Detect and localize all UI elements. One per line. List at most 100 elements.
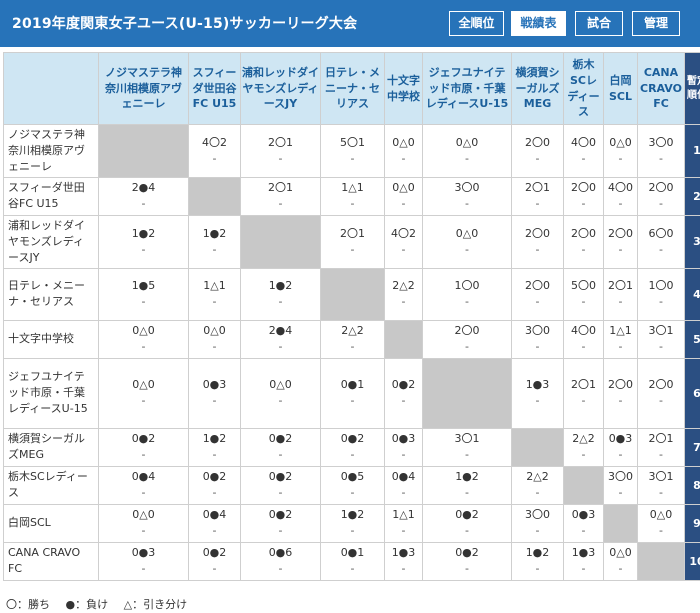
match-result-cell[interactable]: 1●3 - <box>563 541 604 581</box>
match-result-cell[interactable]: 0●6 - <box>240 541 321 581</box>
match-result-cell[interactable]: 0△0 - <box>637 503 685 543</box>
match-result-cell[interactable]: 4〇0 - <box>603 176 638 216</box>
match-result-cell[interactable]: 0●2 - <box>98 427 189 467</box>
match-result-cell[interactable]: 1●5 - <box>98 267 189 321</box>
match-result-cell[interactable]: 2〇1 - <box>240 176 321 216</box>
match-result-cell[interactable]: 1△1 - <box>320 176 385 216</box>
row-team-name[interactable]: 十文字中学校 <box>3 319 99 359</box>
match-result-cell[interactable]: 2〇0 - <box>637 176 685 216</box>
match-result-cell[interactable]: 0●1 - <box>320 357 385 429</box>
match-result-cell[interactable]: 1●2 - <box>98 214 189 269</box>
match-result-cell[interactable]: 2〇1 - <box>563 357 604 429</box>
match-result-cell[interactable]: 0●2 - <box>384 357 423 429</box>
match-result-cell[interactable]: 0●4 - <box>98 465 189 505</box>
match-result-cell[interactable]: 2〇1 - <box>511 176 564 216</box>
match-result-cell[interactable]: 3〇0 - <box>637 124 685 178</box>
match-result-cell[interactable]: 0●3 - <box>98 541 189 581</box>
match-result-cell[interactable]: 1〇0 - <box>422 267 512 321</box>
match-result-cell[interactable]: 0●4 - <box>384 465 423 505</box>
match-result-cell[interactable]: 2〇0 - <box>511 267 564 321</box>
match-result-cell[interactable]: 1●2 - <box>511 541 564 581</box>
row-team-name[interactable]: ジェフユナイテッド市原・千葉レディースU-15 <box>3 357 99 429</box>
row-team-name[interactable]: 栃木SCレディース <box>3 465 99 505</box>
match-result-cell[interactable]: 1●2 - <box>188 214 241 269</box>
match-result-cell[interactable]: 2〇0 - <box>603 214 638 269</box>
match-result-cell[interactable]: 2△2 - <box>320 319 385 359</box>
match-result-cell[interactable]: 0●3 - <box>188 357 241 429</box>
match-result-cell[interactable]: 3〇0 - <box>511 319 564 359</box>
match-result-cell[interactable]: 3〇0 - <box>511 503 564 543</box>
match-result-cell[interactable]: 0●2 - <box>422 541 512 581</box>
match-result-cell[interactable]: 0●3 - <box>563 503 604 543</box>
match-result-cell[interactable]: 2〇1 - <box>637 427 685 467</box>
match-result-cell[interactable]: 0●3 - <box>384 427 423 467</box>
match-result-cell[interactable]: 2●4 - <box>240 319 321 359</box>
match-result-cell[interactable]: 0●4 - <box>188 503 241 543</box>
tab-admin[interactable]: 管理 <box>632 11 680 36</box>
match-result-cell[interactable]: 0●5 - <box>320 465 385 505</box>
match-result-cell[interactable]: 2〇1 - <box>603 267 638 321</box>
match-result-cell[interactable]: 5〇0 - <box>563 267 604 321</box>
row-team-name[interactable]: ノジマステラ神奈川相模原アヴェニーレ <box>3 124 99 178</box>
match-result-cell[interactable]: 1●3 - <box>384 541 423 581</box>
row-team-name[interactable]: 日テレ・メニーナ・セリアス <box>3 267 99 321</box>
match-result-cell[interactable]: 0△0 - <box>240 357 321 429</box>
match-result-cell[interactable]: 4〇0 - <box>563 319 604 359</box>
match-result-cell[interactable]: 6〇0 - <box>637 214 685 269</box>
match-result-cell[interactable]: 4〇0 - <box>563 124 604 178</box>
match-result-cell[interactable]: 1●2 - <box>188 427 241 467</box>
match-result-cell[interactable]: 0△0 - <box>384 124 423 178</box>
row-team-name[interactable]: 浦和レッドダイヤモンズレディースJY <box>3 214 99 269</box>
match-result-cell[interactable]: 3〇1 - <box>422 427 512 467</box>
match-result-cell[interactable]: 0●2 - <box>422 503 512 543</box>
match-result-cell[interactable]: 2〇0 - <box>603 357 638 429</box>
match-result-cell[interactable]: 2△2 - <box>563 427 604 467</box>
match-result-cell[interactable]: 0△0 - <box>188 319 241 359</box>
match-result-cell[interactable]: 4〇2 - <box>384 214 423 269</box>
match-result-cell[interactable]: 0●2 - <box>240 503 321 543</box>
match-result-cell[interactable]: 3〇0 - <box>603 465 638 505</box>
match-result-cell[interactable]: 2〇0 - <box>422 319 512 359</box>
match-result-cell[interactable]: 2△2 - <box>511 465 564 505</box>
match-result-cell[interactable]: 0△0 - <box>603 541 638 581</box>
match-result-cell[interactable]: 0△0 - <box>384 176 423 216</box>
match-result-cell[interactable]: 0●2 - <box>240 427 321 467</box>
match-result-cell[interactable]: 2△2 - <box>384 267 423 321</box>
match-result-cell[interactable]: 0△0 - <box>422 124 512 178</box>
match-result-cell[interactable]: 1●2 - <box>422 465 512 505</box>
match-result-cell[interactable]: 1●2 - <box>240 267 321 321</box>
match-result-cell[interactable]: 1△1 - <box>384 503 423 543</box>
match-result-cell[interactable]: 0●2 - <box>240 465 321 505</box>
match-result-cell[interactable]: 4〇2 - <box>188 124 241 178</box>
match-result-cell[interactable]: 2〇0 - <box>563 214 604 269</box>
match-result-cell[interactable]: 0●2 - <box>320 427 385 467</box>
match-result-cell[interactable]: 2●4 - <box>98 176 189 216</box>
match-result-cell[interactable]: 1〇0 - <box>637 267 685 321</box>
tab-results-table[interactable]: 戦績表 <box>511 11 566 36</box>
match-result-cell[interactable]: 0●1 - <box>320 541 385 581</box>
row-team-name[interactable]: CANA CRAVO FC <box>3 541 99 581</box>
match-result-cell[interactable]: 0△0 - <box>422 214 512 269</box>
match-result-cell[interactable]: 2〇0 - <box>637 357 685 429</box>
match-result-cell[interactable]: 0△0 - <box>98 503 189 543</box>
row-team-name[interactable]: 白岡SCL <box>3 503 99 543</box>
match-result-cell[interactable]: 0△0 - <box>603 124 638 178</box>
match-result-cell[interactable]: 1△1 - <box>188 267 241 321</box>
match-result-cell[interactable]: 2〇0 - <box>511 124 564 178</box>
match-result-cell[interactable]: 2〇1 - <box>320 214 385 269</box>
match-result-cell[interactable]: 0△0 - <box>98 357 189 429</box>
match-result-cell[interactable]: 3〇1 - <box>637 465 685 505</box>
match-result-cell[interactable]: 3〇0 - <box>422 176 512 216</box>
match-result-cell[interactable]: 2〇0 - <box>563 176 604 216</box>
row-team-name[interactable]: 横須賀シーガルズMEG <box>3 427 99 467</box>
tab-all-rankings[interactable]: 全順位 <box>449 11 504 36</box>
match-result-cell[interactable]: 3〇1 - <box>637 319 685 359</box>
match-result-cell[interactable]: 2〇0 - <box>511 214 564 269</box>
tab-matches[interactable]: 試合 <box>575 11 623 36</box>
match-result-cell[interactable]: 5〇1 - <box>320 124 385 178</box>
match-result-cell[interactable]: 1●3 - <box>511 357 564 429</box>
match-result-cell[interactable]: 0●3 - <box>603 427 638 467</box>
match-result-cell[interactable]: 1●2 - <box>320 503 385 543</box>
row-team-name[interactable]: スフィーダ世田谷FC U15 <box>3 176 99 216</box>
match-result-cell[interactable]: 2〇1 - <box>240 124 321 178</box>
